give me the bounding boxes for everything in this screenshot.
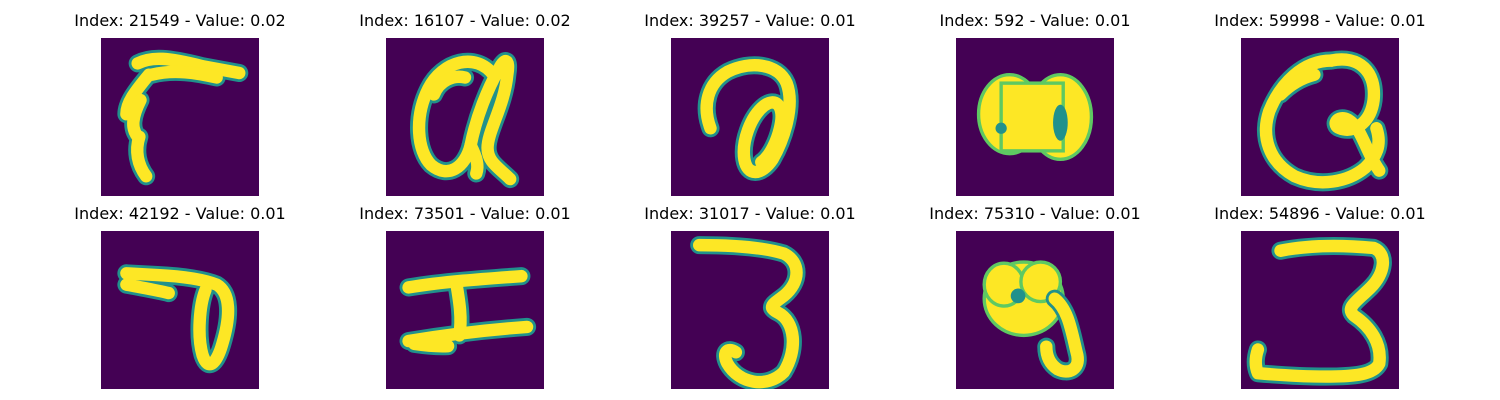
panel-title: Index: 42192 - Value: 0.01 [74, 204, 286, 223]
digit-image-double-blob [956, 38, 1114, 196]
digit-image-spiral [671, 38, 829, 196]
panel-title: Index: 21549 - Value: 0.02 [74, 11, 286, 30]
image-panel-3: Index: 39257 - Value: 0.01 [635, 11, 865, 196]
panel-title: Index: 592 - Value: 0.01 [939, 11, 1131, 30]
image-panel-7: Index: 73501 - Value: 0.01 [350, 204, 580, 389]
digit-image-h [386, 231, 544, 389]
digit-image-looped-a [386, 38, 544, 196]
digit-image-hook [101, 38, 259, 196]
panel-title: Index: 59998 - Value: 0.01 [1214, 11, 1426, 30]
image-panel-2: Index: 16107 - Value: 0.02 [350, 11, 580, 196]
panel-title: Index: 16107 - Value: 0.02 [359, 11, 571, 30]
panel-title: Index: 75310 - Value: 0.01 [929, 204, 1141, 223]
panel-title: Index: 73501 - Value: 0.01 [359, 204, 571, 223]
digit-image-three-wide [1241, 231, 1399, 389]
panel-title: Index: 31017 - Value: 0.01 [644, 204, 856, 223]
digit-image-flag-loop [101, 231, 259, 389]
image-panel-1: Index: 21549 - Value: 0.02 [65, 11, 295, 196]
image-panel-10: Index: 54896 - Value: 0.01 [1205, 204, 1435, 389]
digit-image-looped-q [1241, 38, 1399, 196]
image-panel-8: Index: 31017 - Value: 0.01 [635, 204, 865, 389]
image-panel-4: Index: 592 - Value: 0.01 [920, 11, 1150, 196]
image-panel-6: Index: 42192 - Value: 0.01 [65, 204, 295, 389]
panel-title: Index: 54896 - Value: 0.01 [1214, 204, 1426, 223]
image-panel-9: Index: 75310 - Value: 0.01 [920, 204, 1150, 389]
image-panel-5: Index: 59998 - Value: 0.01 [1205, 11, 1435, 196]
panel-title: Index: 39257 - Value: 0.01 [644, 11, 856, 30]
digit-image-nine [956, 231, 1114, 389]
digit-image-three [671, 231, 829, 389]
